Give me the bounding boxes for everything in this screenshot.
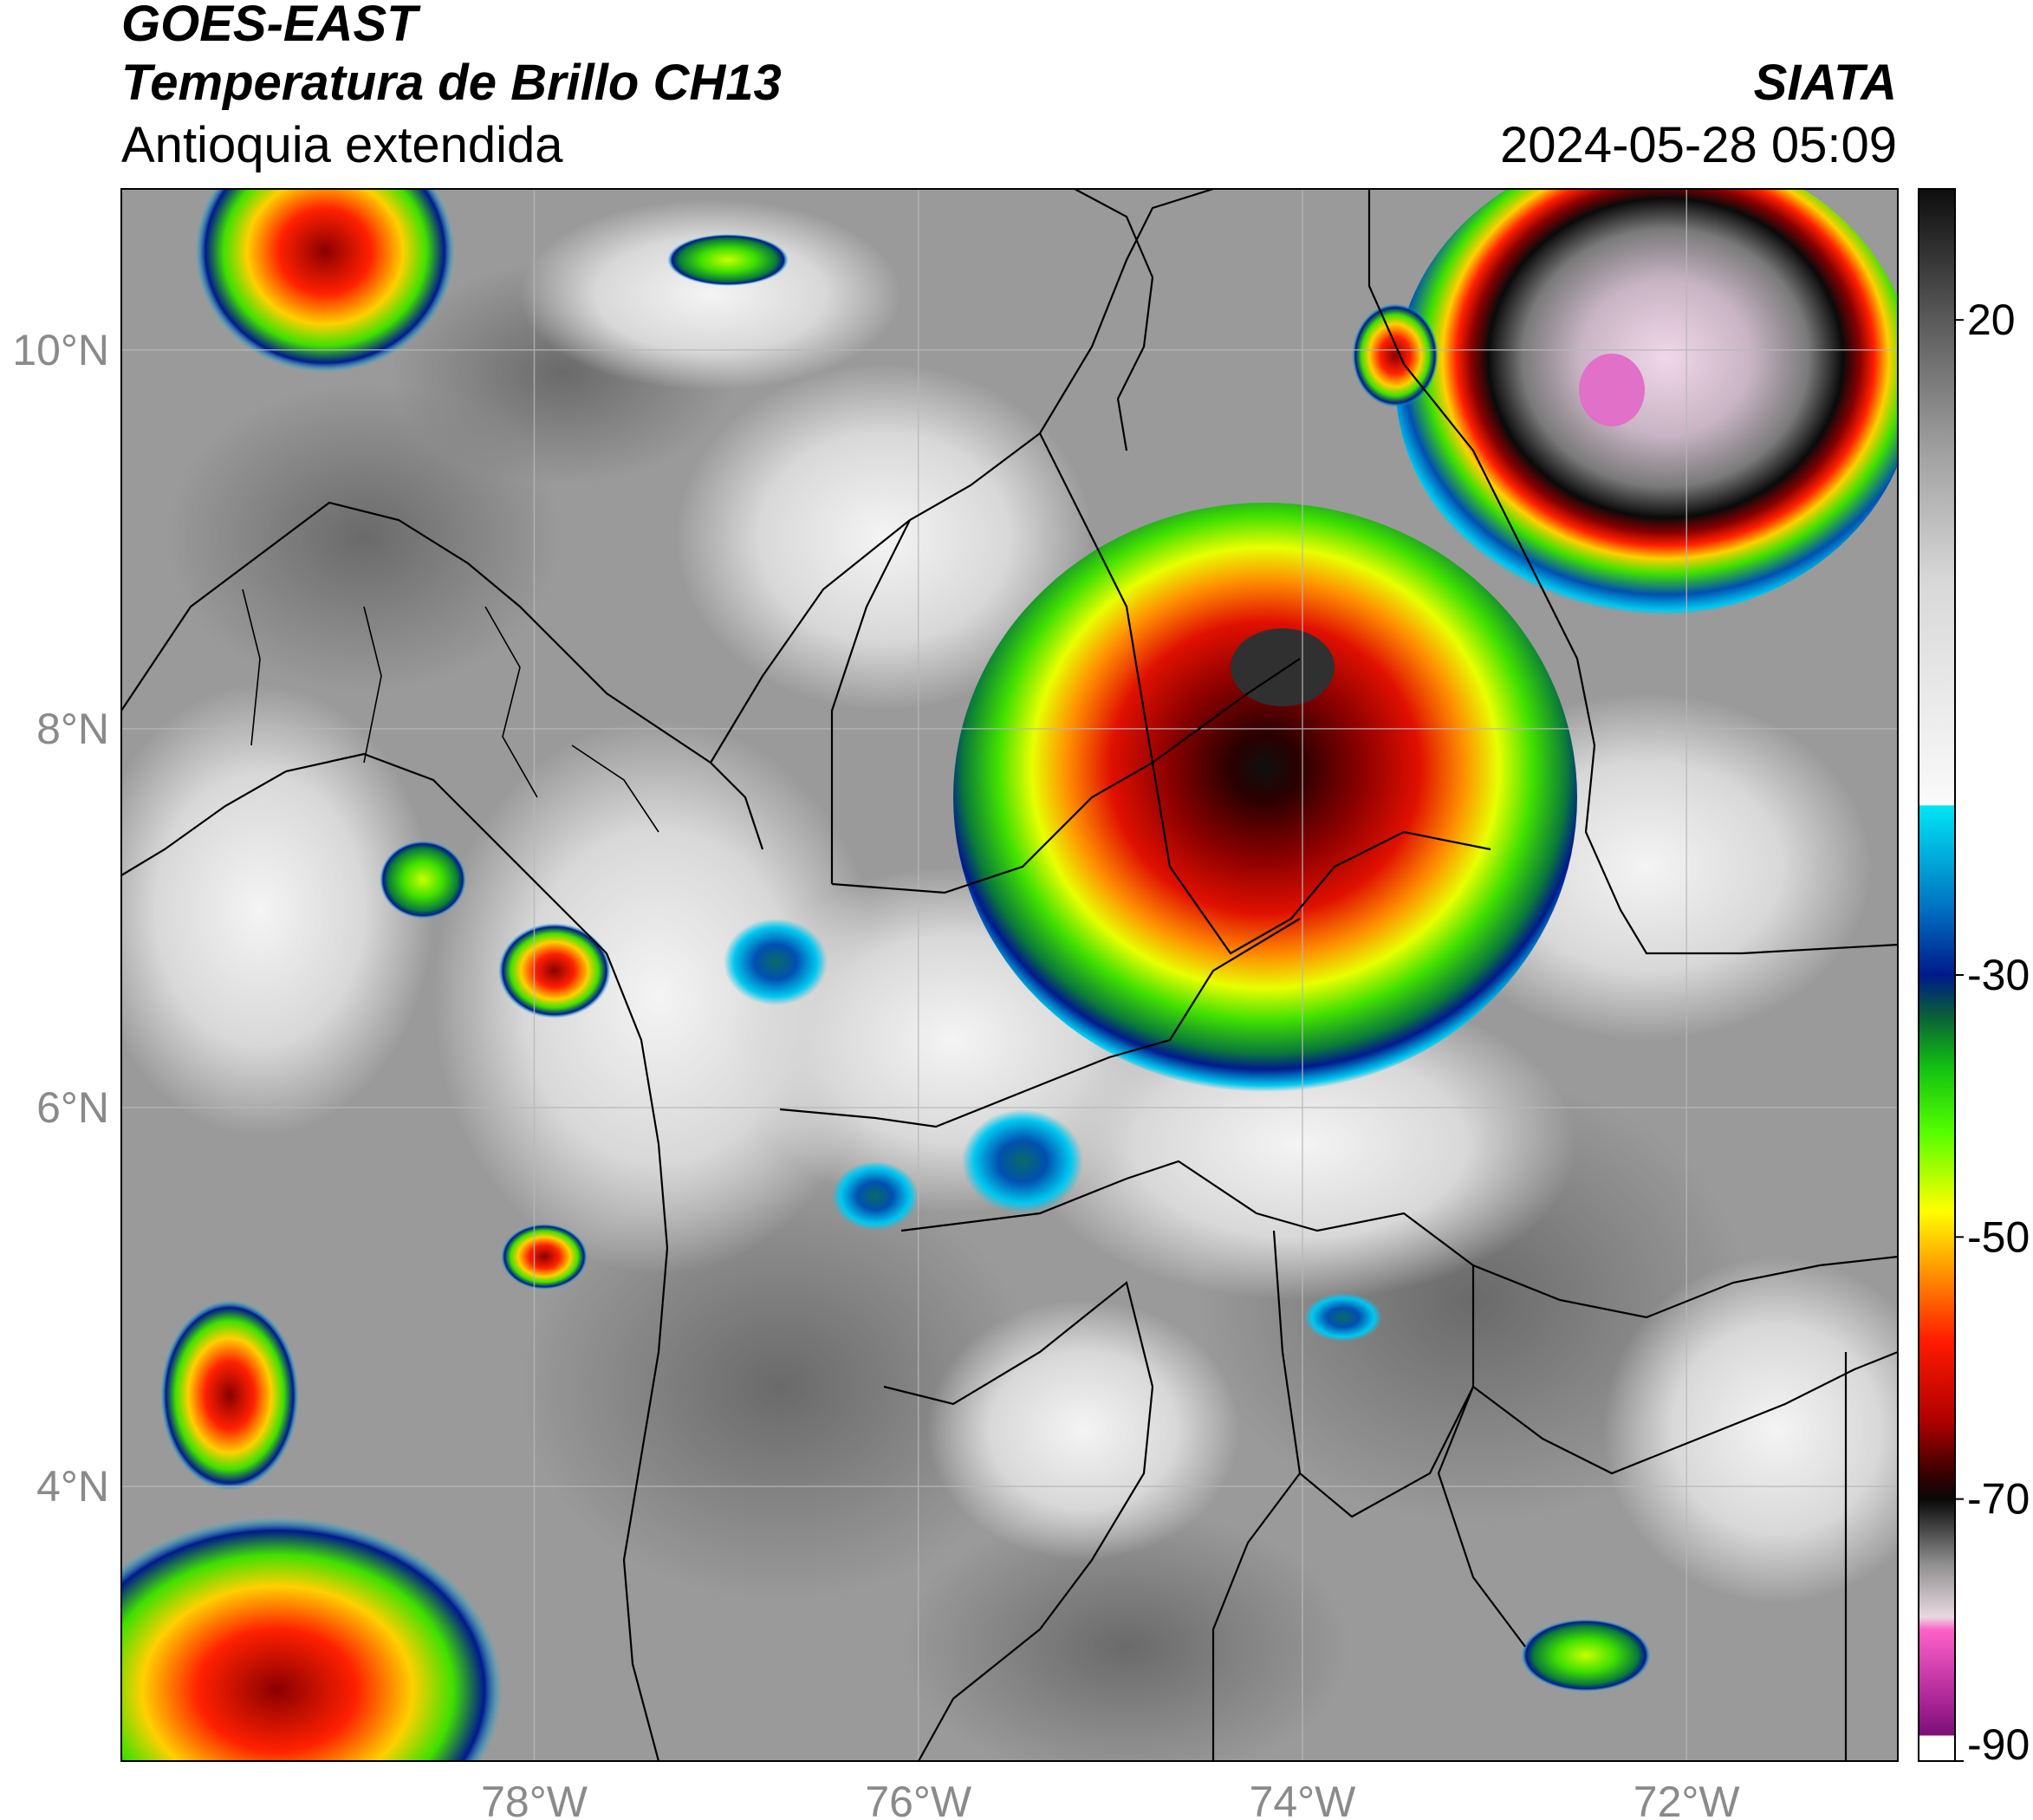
se-cell	[1521, 1619, 1651, 1692]
colorbar: 20 -30 -50 -70 -90	[1918, 188, 2030, 1769]
province-line	[363, 606, 382, 764]
dept-border-4	[900, 1160, 1898, 1319]
lat-tick-label: 6°N	[36, 1083, 109, 1132]
dept-border-9	[830, 519, 911, 884]
colorbar-tick-label: 20	[1967, 296, 2016, 344]
satellite-title: GOES-EAST	[121, 0, 418, 52]
dept-border-1	[831, 658, 1301, 894]
lat-tick-label: 4°N	[36, 1462, 109, 1511]
longitude-labels: 78°W 76°W 74°W 72°W	[481, 1778, 1740, 1820]
colombia-venezuela-border	[1367, 189, 1898, 955]
pacific-cell	[501, 1224, 588, 1290]
panama-provinces	[242, 588, 659, 833]
borders	[121, 189, 1898, 1761]
northeast-convective-system	[1395, 189, 1898, 615]
uraba-cell	[724, 919, 828, 1005]
clear-patch	[520, 1170, 1040, 1603]
sw-corner-system	[121, 1517, 503, 1761]
province-line	[484, 606, 538, 798]
lon-tick-label: 76°W	[865, 1778, 972, 1820]
antioquia-cell	[962, 1109, 1083, 1213]
lon-tick-label: 74°W	[1250, 1778, 1357, 1820]
dept-border-5	[883, 1281, 1154, 1761]
organization-label: SIATA	[1753, 55, 1897, 111]
central-convective-system	[953, 503, 1577, 1092]
cloud-patch	[927, 1300, 1239, 1560]
sw-cell	[160, 1300, 299, 1491]
lon-tick-label: 72°W	[1634, 1778, 1741, 1820]
latitude-labels: 10°N 8°N 6°N 4°N	[12, 326, 109, 1511]
gridlines	[121, 189, 1898, 1761]
panama-pacific-coast	[121, 752, 607, 954]
northeast-core	[1579, 354, 1645, 426]
nw-convective-cell	[195, 189, 455, 373]
colorbar-ticks: 20 -30 -50 -70 -90	[1955, 296, 2030, 1769]
cloud-patch	[676, 364, 1092, 711]
clear-patch	[901, 1508, 1352, 1761]
magdalena-cell	[1304, 1293, 1382, 1342]
dept-border-6	[1299, 1350, 1898, 1518]
colorbar-tick-label: -50	[1967, 1212, 2030, 1261]
colombia-caribbean-coast	[710, 189, 1214, 764]
colorbar-tick-label: -30	[1967, 951, 2030, 999]
map-frame	[120, 188, 1899, 1762]
region-subtitle: Antioquia extendida	[121, 117, 563, 173]
colorbar-gradient	[1919, 189, 1955, 1761]
dept-border-7	[1211, 1230, 1302, 1761]
choco-cell	[832, 1161, 919, 1231]
dept-border-8	[1437, 1265, 1526, 1648]
caribbean-cell	[667, 234, 789, 286]
province-line	[571, 744, 659, 833]
coastal-convective-cell	[498, 923, 611, 1018]
satellite-imagery	[121, 189, 1898, 1761]
datetime-label: 2024-05-28 05:09	[1500, 117, 1897, 173]
cloud-patch	[121, 685, 433, 1135]
dept-border-3	[779, 918, 1301, 1128]
lat-tick-label: 10°N	[12, 326, 109, 374]
lat-tick-label: 8°N	[36, 705, 109, 753]
colorbar-tick-label: -90	[1967, 1720, 2030, 1769]
cloud-patch	[520, 199, 901, 390]
dept-border-10	[1039, 432, 1154, 764]
cloud-patch	[1603, 1257, 1898, 1603]
dept-border-2	[1151, 762, 1491, 955]
offshore-cell	[380, 841, 466, 919]
lon-tick-label: 78°W	[481, 1778, 588, 1820]
colorbar-tick-label: -70	[1967, 1475, 2030, 1524]
colombia-pacific-coast	[605, 952, 669, 1761]
dept-border-12	[1074, 189, 1154, 452]
province-line	[242, 588, 261, 746]
product-title: Temperatura de Brillo CH13	[121, 55, 782, 111]
